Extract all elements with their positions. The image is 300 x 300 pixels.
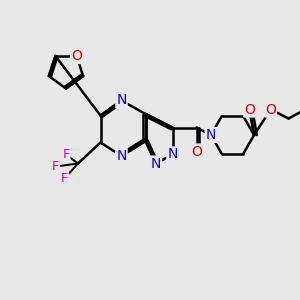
Text: O: O	[265, 103, 276, 116]
Text: N: N	[151, 157, 161, 170]
Text: F: F	[52, 160, 59, 173]
Text: N: N	[167, 148, 178, 161]
Text: N: N	[116, 94, 127, 107]
Text: O: O	[191, 145, 202, 158]
Text: F: F	[62, 148, 70, 161]
Text: F: F	[61, 172, 68, 185]
Text: N: N	[206, 128, 216, 142]
Text: O: O	[244, 103, 255, 116]
Text: N: N	[116, 149, 127, 163]
Text: O: O	[71, 49, 82, 63]
